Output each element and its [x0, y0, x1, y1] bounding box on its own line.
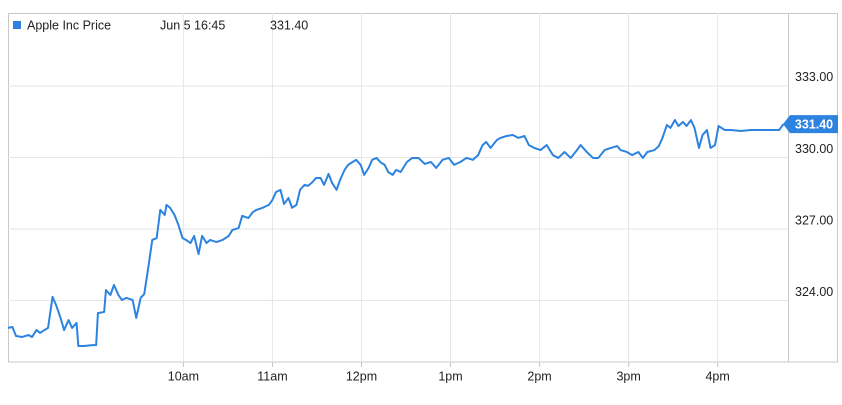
- x-tick-label: 10am: [168, 369, 199, 383]
- y-tick-label: 327.00: [795, 213, 833, 227]
- x-tick-label: 3pm: [616, 369, 640, 383]
- y-tick-label: 324.00: [795, 285, 833, 299]
- last-value-label: 331.40: [795, 117, 833, 131]
- grid: [8, 13, 788, 362]
- y-tick-label: 330.00: [795, 142, 833, 156]
- legend-value: 331.40: [270, 18, 308, 32]
- legend-time: Jun 5 16:45: [160, 18, 225, 32]
- legend-label: Apple Inc Price: [27, 18, 111, 32]
- x-tick-label: 11am: [257, 369, 287, 383]
- legend-swatch: [13, 21, 21, 29]
- price-line: [7, 119, 785, 348]
- last-value-tag: [783, 115, 838, 134]
- x-tick-label: 4pm: [705, 369, 729, 383]
- x-tick-label: 1pm: [438, 369, 462, 383]
- chart-frame: [8, 13, 838, 363]
- x-tick-label: 2pm: [527, 369, 551, 383]
- x-tick-label: 12pm: [346, 369, 377, 383]
- y-tick-label: 333.00: [795, 70, 833, 84]
